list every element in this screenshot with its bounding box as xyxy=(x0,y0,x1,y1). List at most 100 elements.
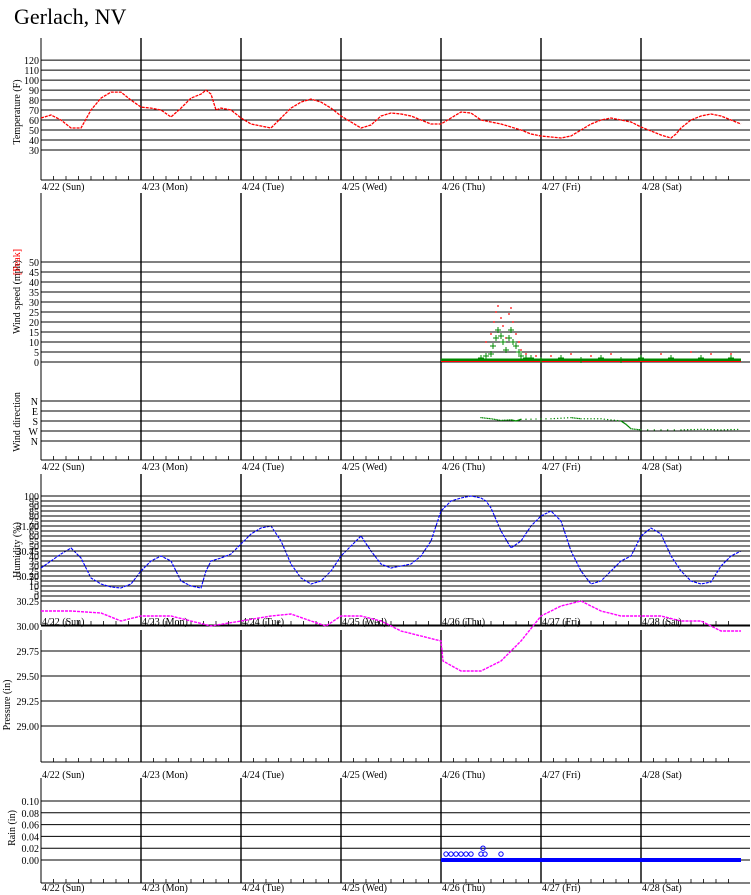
wind-direction-point xyxy=(483,417,486,419)
temp-day-label: 4/25 (Wed) xyxy=(342,182,387,193)
wind-direction-point xyxy=(635,428,637,431)
temperature-line xyxy=(40,89,742,139)
rain-day-label: 4/26 (Thu) xyxy=(442,883,485,894)
wind-tick-label: 45 xyxy=(29,268,39,279)
temp-ylabel: Temperature (F) xyxy=(12,79,23,144)
wind-direction-point xyxy=(633,428,636,430)
hum-ylabel: Humidity (%) xyxy=(12,522,23,578)
hum-tick-label: 70 xyxy=(29,522,39,533)
rain-point xyxy=(468,851,474,857)
rain-tick-label: 0.00 xyxy=(22,856,40,867)
wind-direction-point xyxy=(535,418,537,420)
rain-point xyxy=(458,851,464,857)
hum-tick-label: 35 xyxy=(29,557,39,568)
wind-peak-point xyxy=(512,321,514,323)
wind-peak-point xyxy=(490,333,492,335)
wind-direction-point xyxy=(706,428,709,431)
wind-speed-point xyxy=(668,355,674,361)
wind-peak-point xyxy=(570,353,572,355)
wind-peak-point xyxy=(730,353,732,355)
wind-direction-point xyxy=(578,417,581,420)
wind-direction-point xyxy=(583,418,586,420)
hum-tick-label: 20 xyxy=(29,572,39,583)
temp-day-label: 4/28 (Sat) xyxy=(642,182,682,193)
wind-speed-ylabel: Wind speed (mph) xyxy=(12,260,23,334)
wind-speed-point xyxy=(728,355,734,361)
page-title: Gerlach, NV xyxy=(14,4,127,29)
temp-tick-label: 90 xyxy=(29,86,39,97)
wind-direction-point xyxy=(556,417,559,420)
wind-tick-label: 5 xyxy=(34,348,39,359)
pres-day-label: 4/24 (Tue) xyxy=(242,770,284,781)
wind-direction-point xyxy=(733,428,736,431)
wind-speed-point xyxy=(510,339,516,345)
rain-point xyxy=(448,851,454,857)
wind-speed-point xyxy=(478,355,484,361)
wind-tick-label: 35 xyxy=(29,288,39,299)
rain-tick-label: 0.06 xyxy=(22,821,40,832)
wind-direction-point xyxy=(575,417,577,419)
wind-speed-point xyxy=(513,343,519,349)
wind-dir-tick-label: N xyxy=(31,397,38,408)
rain-point xyxy=(480,845,486,851)
wind-direction-point xyxy=(480,416,482,419)
wind-direction-point xyxy=(596,418,599,420)
pres-day-label: 4/23 (Mon) xyxy=(142,770,188,781)
pres-day-label: 4/27 (Fri) xyxy=(542,770,581,781)
wind-direction-point xyxy=(686,429,689,431)
wind-direction-point xyxy=(723,429,726,431)
hum-tick-label: 25 xyxy=(29,567,39,578)
wind-tick-label: 25 xyxy=(29,308,39,319)
wind-direction-point xyxy=(713,429,716,431)
rain-point xyxy=(443,851,449,857)
wind-speed-point xyxy=(490,343,496,349)
wind-peak-point xyxy=(535,355,537,357)
wind-direction-point xyxy=(640,429,642,431)
wind-peak-point xyxy=(510,307,512,309)
hum-day-label: 4/22 (Sun) xyxy=(42,617,85,628)
wind-peak-point xyxy=(500,317,502,319)
hum-day-label: 4/26 (Thu) xyxy=(442,617,485,628)
wind-direction-point xyxy=(726,429,729,431)
wind-day-label: 4/24 (Tue) xyxy=(242,462,284,473)
rain-day-label: 4/22 (Sun) xyxy=(42,883,85,894)
temp-tick-label: 80 xyxy=(29,96,39,107)
wind-direction-point xyxy=(710,428,712,431)
wind-direction-point xyxy=(498,419,501,421)
wind-tick-label: 20 xyxy=(29,318,39,329)
rain-tick-label: 0.10 xyxy=(22,797,40,808)
rain-day-label: 4/23 (Mon) xyxy=(142,883,188,894)
wind-peak-point xyxy=(508,313,510,315)
temp-tick-label: 70 xyxy=(29,106,39,117)
wind-direction-point xyxy=(616,419,619,422)
wind-direction-point xyxy=(490,418,492,420)
wind-speed-point xyxy=(495,327,501,333)
wind-peak-point xyxy=(660,353,662,355)
wind-tick-label: 15 xyxy=(29,328,39,339)
wind-peak-label: [Peak] xyxy=(12,249,23,275)
wind-tick-label: 30 xyxy=(29,298,39,309)
wind-peak-point xyxy=(502,325,504,327)
temp-tick-label: 100 xyxy=(24,76,39,87)
wind-tick-label: 40 xyxy=(29,278,39,289)
wind-direction-point xyxy=(693,428,696,431)
hum-tick-label: 30 xyxy=(29,562,39,573)
hum-tick-label: 75 xyxy=(29,517,39,528)
wind-direction-point xyxy=(503,419,506,421)
hum-tick-label: 90 xyxy=(29,502,39,513)
pres-tick-label: 30.00 xyxy=(17,622,40,633)
wind-speed-point xyxy=(598,355,604,361)
wind-dir-tick-label: W xyxy=(29,427,39,438)
rain-day-label: 4/27 (Fri) xyxy=(542,883,581,894)
wind-speed-point xyxy=(500,339,506,345)
temp-tick-label: 60 xyxy=(29,116,39,127)
wind-direction-point xyxy=(700,428,702,431)
wind-direction-point xyxy=(660,429,662,431)
wind-day-label: 4/25 (Wed) xyxy=(342,462,387,473)
wind-peak-point xyxy=(497,305,499,307)
rain-ylabel: Rain (in) xyxy=(7,810,18,846)
hum-tick-label: 15 xyxy=(29,577,39,588)
wind-direction-point xyxy=(520,418,522,421)
rain-point xyxy=(453,851,459,857)
